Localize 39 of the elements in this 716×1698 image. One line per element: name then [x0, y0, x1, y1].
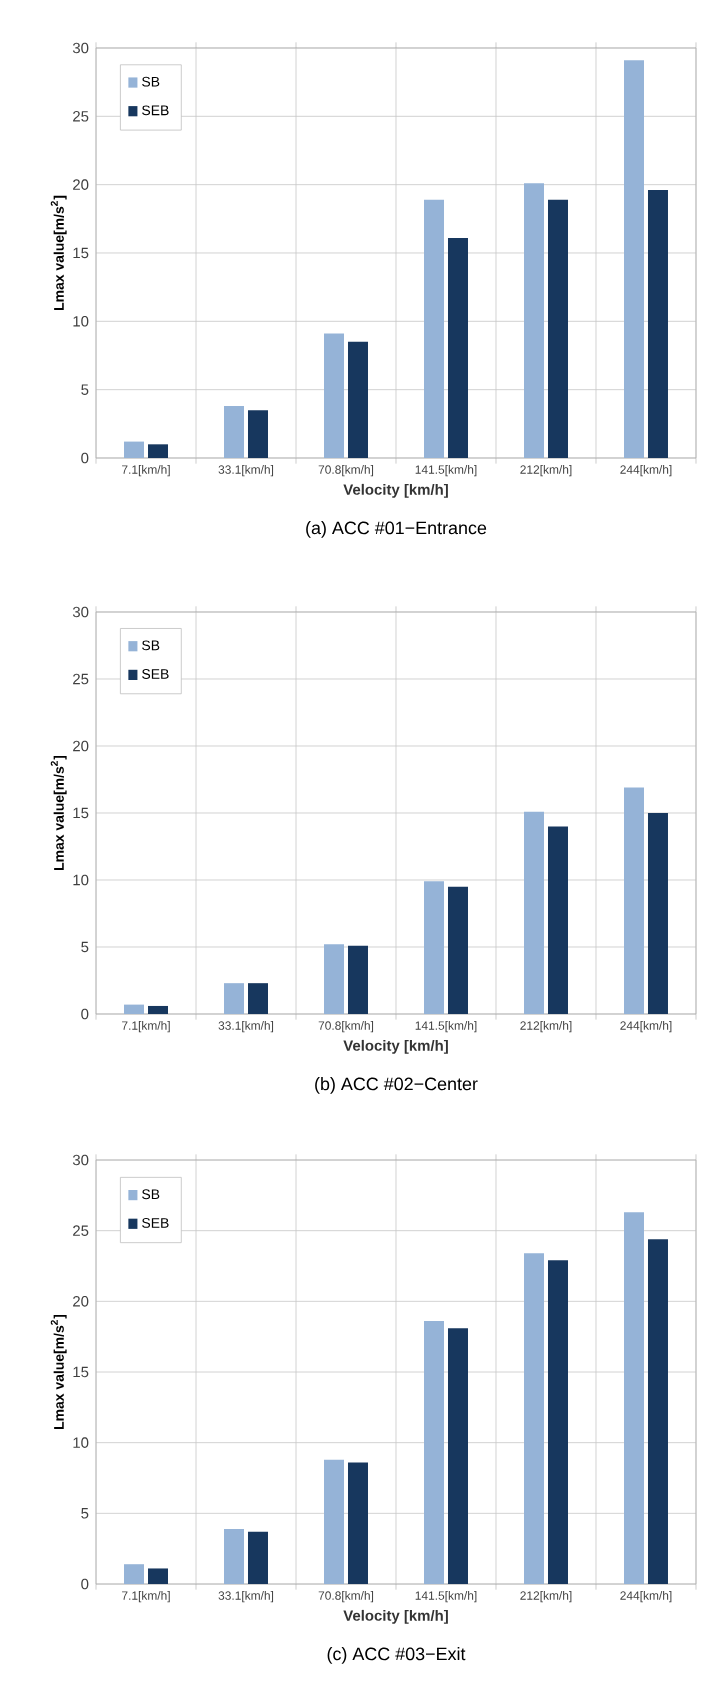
bar — [547, 826, 568, 1014]
text: (c) ACC #03−Exit — [327, 1647, 466, 1664]
bar — [624, 60, 644, 458]
bar — [247, 1531, 268, 1584]
bar — [124, 1564, 145, 1584]
bar — [447, 237, 468, 458]
bar — [224, 983, 245, 1014]
bar — [424, 1321, 445, 1584]
text: (b) ACC #02−Center — [315, 1077, 478, 1094]
bar — [124, 441, 145, 458]
bar — [324, 1459, 345, 1584]
bar — [647, 190, 668, 458]
bar — [347, 945, 368, 1014]
bar — [424, 199, 445, 458]
bar — [524, 811, 544, 1014]
bar — [324, 333, 345, 458]
bar — [424, 881, 445, 1014]
bar — [647, 1239, 668, 1584]
bar — [224, 1528, 245, 1584]
bar — [524, 1253, 544, 1584]
bar — [147, 444, 168, 458]
bar — [247, 983, 268, 1014]
bar — [524, 183, 544, 458]
text: (a) ACC #01−Entrance — [306, 521, 487, 538]
bar — [147, 1005, 168, 1014]
bar — [247, 410, 268, 458]
bar — [624, 1212, 644, 1584]
bar — [547, 199, 568, 458]
bar — [224, 406, 245, 458]
bar — [147, 1568, 168, 1584]
bar — [624, 787, 644, 1014]
bar — [347, 1462, 368, 1584]
bar — [447, 886, 468, 1014]
bar — [324, 944, 345, 1014]
bar — [547, 1260, 568, 1584]
bar — [447, 1328, 468, 1584]
bar — [347, 341, 368, 458]
bar — [124, 1004, 145, 1014]
bar — [647, 812, 668, 1014]
